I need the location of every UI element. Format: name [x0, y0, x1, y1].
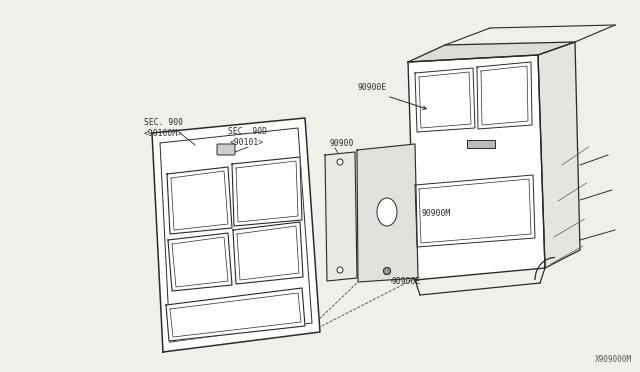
Polygon shape — [232, 157, 302, 226]
Text: 90900E: 90900E — [392, 278, 421, 286]
Polygon shape — [415, 68, 475, 132]
Circle shape — [337, 159, 343, 165]
Polygon shape — [325, 152, 357, 281]
Polygon shape — [168, 233, 232, 291]
Bar — [467, 140, 495, 148]
Polygon shape — [152, 118, 320, 352]
Text: 90900E: 90900E — [358, 83, 387, 93]
Polygon shape — [167, 167, 232, 234]
Text: 90900: 90900 — [330, 138, 355, 148]
Polygon shape — [233, 222, 303, 284]
Circle shape — [383, 267, 390, 275]
Polygon shape — [538, 42, 580, 268]
Polygon shape — [357, 144, 418, 282]
Text: 90900M: 90900M — [422, 208, 451, 218]
Polygon shape — [477, 62, 532, 129]
Polygon shape — [166, 288, 305, 341]
Text: SEC. 900
<90100M>: SEC. 900 <90100M> — [143, 118, 182, 138]
Text: SEC. 90D
<90101>: SEC. 90D <90101> — [227, 127, 266, 147]
Circle shape — [383, 267, 390, 275]
Polygon shape — [415, 175, 535, 247]
Circle shape — [337, 267, 343, 273]
Text: X909000M: X909000M — [595, 355, 632, 364]
Ellipse shape — [377, 198, 397, 226]
Polygon shape — [408, 42, 575, 62]
Polygon shape — [408, 55, 545, 280]
FancyBboxPatch shape — [217, 144, 235, 155]
